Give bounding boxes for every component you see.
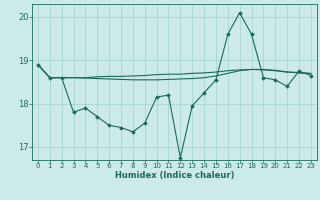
X-axis label: Humidex (Indice chaleur): Humidex (Indice chaleur) bbox=[115, 171, 234, 180]
